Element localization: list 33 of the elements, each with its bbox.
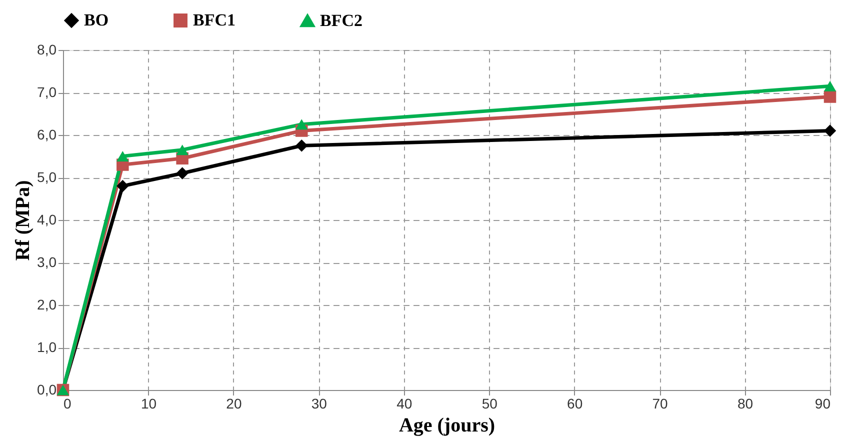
y-tick-label: 7,0 [37, 84, 57, 100]
point [116, 180, 129, 192]
x-axis-title: Age (jours) [398, 414, 496, 436]
point [176, 144, 188, 156]
point [116, 150, 129, 162]
x-tick-label: 50 [482, 396, 498, 412]
x-tick-label: 70 [652, 396, 668, 412]
y-tick-label: 0,0 [37, 382, 57, 398]
x-tick-label: 60 [567, 396, 583, 412]
x-tick-label: 80 [737, 396, 754, 412]
x-tick-label: 90 [814, 396, 831, 412]
y-tick-label: 3,0 [37, 254, 57, 270]
x-tick-label: 0 [64, 396, 72, 412]
point [296, 140, 308, 152]
y-tick-label: 1,0 [37, 339, 57, 355]
y-tick-label: 8,0 [37, 42, 57, 58]
point [824, 90, 836, 103]
legend-label: BFC2 [320, 10, 362, 30]
point [824, 80, 836, 92]
x-tick-label: 20 [226, 396, 242, 412]
x-tick-label: 10 [140, 396, 157, 412]
x-tick-label: 40 [396, 396, 412, 412]
point [296, 119, 308, 130]
x-tick-label: 30 [311, 396, 328, 412]
legend-label: BO [84, 10, 109, 30]
point [824, 124, 836, 137]
y-tick-label: 2,0 [37, 296, 57, 312]
legend-label: BFC1 [193, 10, 236, 30]
y-tick-label: 4,0 [37, 212, 57, 228]
point [176, 167, 188, 180]
y-axis-title: Rf (MPa) [12, 180, 34, 261]
y-tick-label: 5,0 [37, 169, 57, 185]
y-tick-label: 6,0 [37, 126, 57, 142]
